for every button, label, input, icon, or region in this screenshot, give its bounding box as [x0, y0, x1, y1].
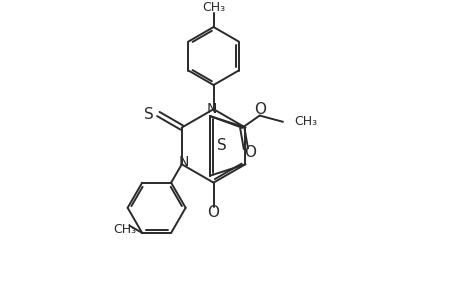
Text: CH₃: CH₃ [202, 1, 224, 14]
Text: N: N [178, 155, 189, 169]
Text: O: O [243, 145, 255, 160]
Text: O: O [253, 102, 265, 117]
Text: O: O [207, 205, 219, 220]
Text: CH₃: CH₃ [294, 115, 317, 128]
Text: S: S [143, 106, 153, 122]
Text: CH₃: CH₃ [113, 223, 136, 236]
Text: N: N [206, 102, 216, 116]
Text: S: S [217, 138, 226, 153]
